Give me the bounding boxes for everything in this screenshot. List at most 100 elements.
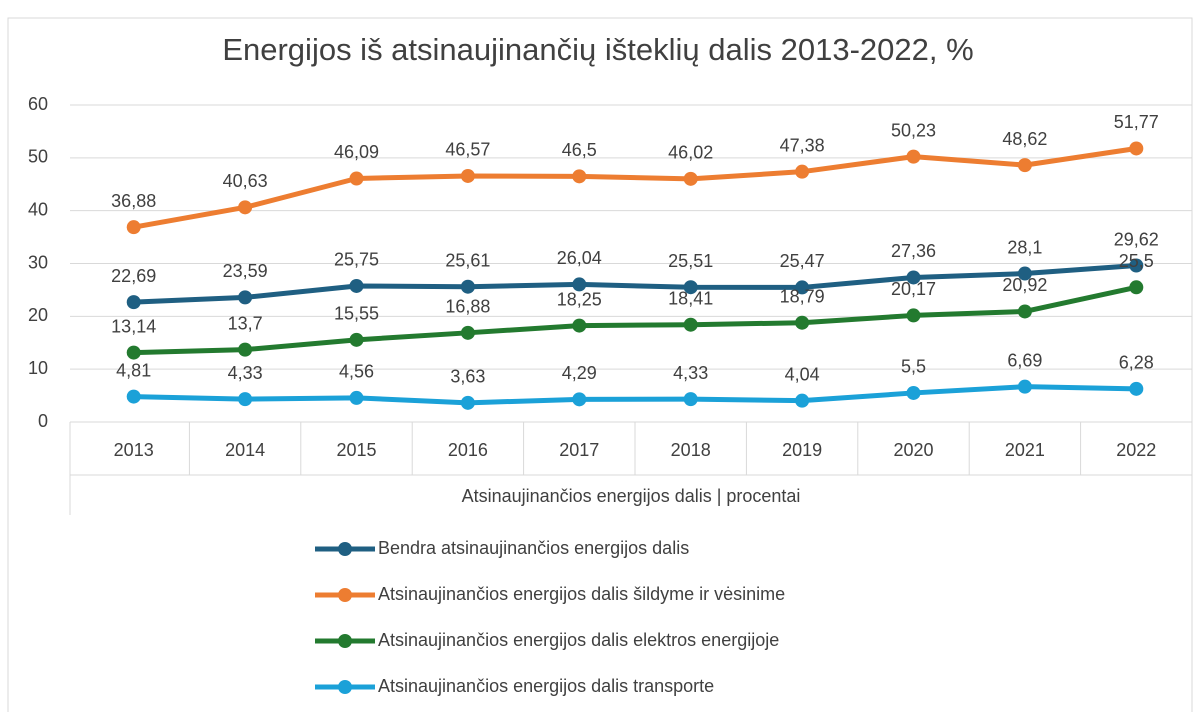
data-point — [126, 389, 141, 404]
data-label: 18,25 — [557, 289, 602, 309]
data-point — [906, 308, 921, 323]
data-label: 48,62 — [1002, 129, 1047, 149]
data-point — [906, 149, 921, 164]
data-label: 18,79 — [780, 286, 825, 306]
x-tick-label: 2016 — [448, 440, 488, 460]
data-point — [795, 315, 810, 330]
data-label: 25,61 — [445, 250, 490, 270]
data-label: 20,17 — [891, 279, 936, 299]
data-label: 22,69 — [111, 266, 156, 286]
data-point — [126, 345, 141, 360]
data-label: 26,04 — [557, 248, 602, 268]
data-label: 36,88 — [111, 191, 156, 211]
x-tick-label: 2021 — [1005, 440, 1045, 460]
data-label: 4,33 — [228, 363, 263, 383]
data-label: 28,1 — [1007, 237, 1042, 257]
data-point — [238, 290, 253, 305]
data-point — [795, 164, 810, 179]
data-point — [683, 280, 698, 295]
x-tick-label: 2015 — [336, 440, 376, 460]
data-label: 46,09 — [334, 142, 379, 162]
data-label: 4,81 — [116, 360, 151, 380]
data-label: 18,41 — [668, 288, 713, 308]
data-point — [1129, 381, 1144, 396]
data-label: 25,47 — [780, 251, 825, 271]
data-point — [1129, 141, 1144, 156]
legend-label: Bendra atsinaujinančios energijos dalis — [378, 538, 689, 558]
data-point — [460, 279, 475, 294]
legend-marker — [338, 680, 352, 694]
data-point — [460, 168, 475, 183]
data-point — [572, 277, 587, 292]
data-label: 46,5 — [562, 140, 597, 160]
x-tick-label: 2022 — [1116, 440, 1156, 460]
data-point — [349, 278, 364, 293]
legend-marker — [338, 634, 352, 648]
data-point — [126, 295, 141, 310]
data-label: 13,14 — [111, 316, 156, 336]
data-label: 46,57 — [445, 140, 490, 160]
data-label: 6,28 — [1119, 353, 1154, 373]
data-point — [349, 171, 364, 186]
data-point — [572, 169, 587, 184]
data-label: 23,59 — [223, 261, 268, 281]
data-point — [1017, 158, 1032, 173]
data-point — [683, 171, 698, 186]
x-tick-label: 2020 — [893, 440, 933, 460]
data-point — [238, 342, 253, 357]
data-label: 51,77 — [1114, 112, 1159, 132]
data-label: 27,36 — [891, 241, 936, 261]
chart-title: Energijos iš atsinaujinančių išteklių da… — [222, 32, 973, 67]
data-label: 15,55 — [334, 304, 379, 324]
y-tick-label: 10 — [28, 358, 48, 378]
data-label: 4,56 — [339, 362, 374, 382]
data-point — [238, 200, 253, 215]
y-tick-label: 60 — [28, 94, 48, 114]
data-point — [795, 393, 810, 408]
data-label: 47,38 — [780, 135, 825, 155]
data-label: 4,33 — [673, 363, 708, 383]
data-label: 20,92 — [1002, 275, 1047, 295]
data-point — [126, 220, 141, 235]
series-line — [133, 284, 1137, 356]
data-point — [683, 317, 698, 332]
data-label: 3,63 — [450, 367, 485, 387]
x-tick-label: 2019 — [782, 440, 822, 460]
data-point — [795, 280, 810, 295]
x-tick-label: 2013 — [114, 440, 154, 460]
data-point — [1129, 258, 1144, 273]
series-line — [133, 263, 1137, 305]
x-tick-label: 2018 — [671, 440, 711, 460]
data-label: 25,51 — [668, 251, 713, 271]
data-point — [906, 270, 921, 285]
series-line — [133, 384, 1137, 406]
data-label: 5,5 — [901, 357, 926, 377]
legend-label: Atsinaujinančios energijos dalis šildyme… — [378, 584, 785, 604]
y-tick-label: 50 — [28, 147, 48, 167]
data-label: 46,02 — [668, 143, 713, 163]
y-tick-label: 30 — [28, 252, 48, 272]
data-point — [1129, 280, 1144, 295]
data-label: 40,63 — [223, 171, 268, 191]
data-label: 4,29 — [562, 363, 597, 383]
data-label: 13,7 — [228, 313, 263, 333]
y-tick-label: 0 — [38, 411, 48, 431]
y-tick-label: 20 — [28, 305, 48, 325]
data-point — [1017, 379, 1032, 394]
series-line — [133, 146, 1137, 230]
data-point — [572, 318, 587, 333]
data-point — [572, 392, 587, 407]
legend-marker — [338, 588, 352, 602]
data-label: 50,23 — [891, 120, 936, 140]
data-point — [906, 385, 921, 400]
data-label: 25,75 — [334, 250, 379, 270]
data-label: 4,04 — [785, 364, 820, 384]
data-point — [349, 332, 364, 347]
data-label: 16,88 — [445, 297, 490, 317]
data-point — [460, 325, 475, 340]
legend-label: Atsinaujinančios energijos dalis elektro… — [378, 630, 779, 650]
data-point — [1017, 266, 1032, 281]
data-label: 6,69 — [1007, 350, 1042, 370]
data-label: 25,5 — [1119, 251, 1154, 271]
